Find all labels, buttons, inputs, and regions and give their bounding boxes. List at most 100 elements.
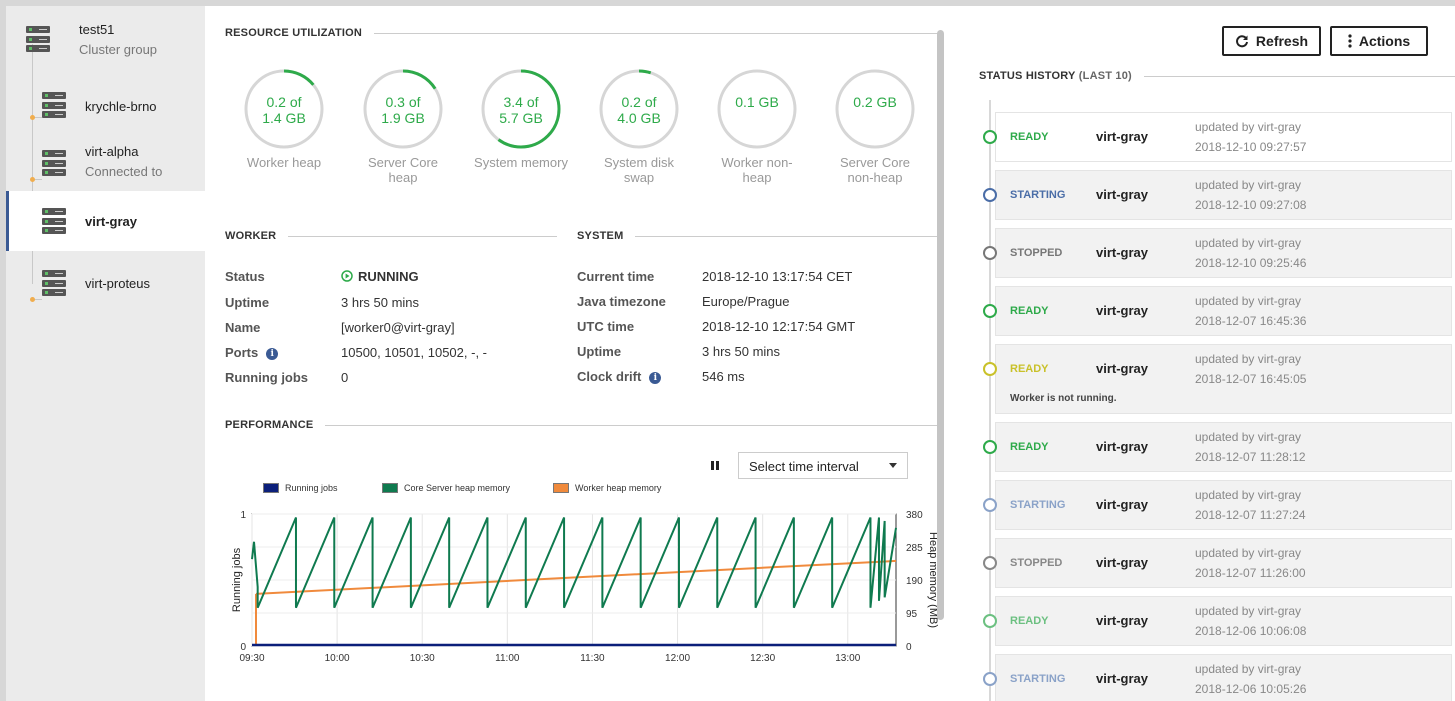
gauge: 0.3 of 1.9 GB Server Core heap (348, 69, 458, 185)
x-tick-label: 10:00 (325, 653, 350, 664)
time-value: 2018-12-10 13:17:54 CET (702, 269, 853, 284)
info-icon[interactable]: i (649, 371, 662, 384)
app-window: test51 Cluster group krychle-brno virt-a… (6, 6, 1455, 701)
sidebar-item-virt-proteus[interactable]: virt-proteus (6, 261, 205, 306)
sidebar-group-test51[interactable]: test51 Cluster group (6, 16, 205, 60)
refresh-button[interactable]: Refresh (1222, 26, 1321, 56)
gauge-label: Worker non-heap (721, 155, 793, 185)
pause-icon[interactable] (709, 459, 723, 473)
sidebar-item-virt-gray[interactable]: virt-gray (6, 191, 205, 251)
y-right-tick-label: 285 (906, 543, 923, 554)
y-right-tick-label: 190 (906, 576, 923, 587)
history-node: virt-gray (1096, 129, 1149, 144)
legend-swatch (382, 483, 398, 493)
history-status: READY (1010, 363, 1049, 375)
gauge: 0.2 GB Server Core non-heap (820, 69, 930, 185)
timeline-dot-icon (983, 440, 997, 454)
tz-value: Europe/Prague (702, 294, 790, 309)
history-node: virt-gray (1096, 439, 1149, 454)
history-timestamp: 2018-12-06 10:06:08 (1195, 624, 1307, 638)
gauge-ring (363, 69, 443, 149)
history-timestamp: 2018-12-07 11:27:24 (1195, 508, 1306, 522)
time-label: Current time (577, 269, 655, 284)
legend-swatch (553, 483, 569, 493)
history-item: READY virt-gray updated by virt-gray 201… (995, 286, 1452, 336)
history-timestamp: 2018-12-07 11:26:00 (1195, 566, 1306, 580)
gauge-value: 0.3 of 1.9 GB (381, 94, 425, 126)
actions-button[interactable]: Actions (1330, 26, 1428, 56)
history-item: READY virt-gray updated by virt-gray 201… (995, 344, 1452, 414)
legend-label: Worker heap memory (575, 483, 662, 493)
time-interval-select[interactable]: Select time interval (738, 452, 908, 479)
gauge-ring (599, 69, 679, 149)
utc-value: 2018-12-10 12:17:54 GMT (702, 319, 856, 334)
history-updated-by: updated by virt-gray (1195, 430, 1302, 444)
info-icon[interactable]: i (266, 347, 279, 360)
x-tick-label: 10:30 (410, 653, 435, 664)
drift-value: 546 ms (702, 369, 745, 384)
gauge: 0.2 of 4.0 GB System disk swap (584, 69, 694, 185)
gauge-ring (244, 69, 324, 149)
status-label: Status (225, 269, 265, 284)
actions-label: Actions (1358, 33, 1411, 49)
server-icon (42, 150, 66, 176)
gauge-ring (481, 69, 561, 149)
status-value: RUNNING (341, 269, 419, 284)
history-item: STARTING virt-gray updated by virt-gray … (995, 170, 1452, 220)
name-label: Name (225, 320, 261, 335)
node-name: virt-alpha (85, 144, 139, 159)
history-updated-by: updated by virt-gray (1195, 120, 1302, 134)
system-title: SYSTEM (577, 230, 940, 242)
history-status: READY (1010, 305, 1049, 317)
timeline-dot-icon (983, 498, 997, 512)
name-value: [worker0@virt-gray] (341, 320, 455, 335)
history-updated-by: updated by virt-gray (1195, 178, 1302, 192)
legend-label: Core Server heap memory (404, 483, 511, 493)
y-left-tick-label: 1 (240, 510, 246, 521)
gauge-label: System memory (474, 155, 568, 170)
gauge-value: 0.1 GB (735, 94, 779, 110)
y-right-tick-label: 380 (906, 510, 923, 521)
history-timestamp: 2018-12-10 09:25:46 (1195, 256, 1307, 270)
legend-label: Running jobs (285, 483, 338, 493)
resource-title: RESOURCE UTILIZATION (225, 27, 940, 39)
history-timestamp: 2018-12-10 09:27:08 (1195, 198, 1307, 212)
history-item: STOPPED virt-gray updated by virt-gray 2… (995, 538, 1452, 588)
refresh-label: Refresh (1255, 33, 1309, 49)
history-title: STATUS HISTORY (LAST 10) (979, 70, 1455, 82)
history-item: STARTING virt-gray updated by virt-gray … (995, 480, 1452, 530)
history-status: STARTING (1010, 499, 1066, 511)
timeline-dot-icon (983, 246, 997, 260)
history-status: STARTING (1010, 189, 1066, 201)
gauge: 0.2 of 1.4 GB Worker heap (229, 69, 339, 170)
history-node: virt-gray (1096, 671, 1149, 686)
server-group-icon (26, 26, 50, 52)
history-item: READY virt-gray updated by virt-gray 201… (995, 112, 1452, 162)
group-name: test51 (79, 22, 115, 37)
history-item: READY virt-gray updated by virt-gray 201… (995, 422, 1452, 472)
cluster-sidebar: test51 Cluster group krychle-brno virt-a… (6, 6, 205, 701)
worker-title: WORKER (225, 230, 557, 242)
history-node: virt-gray (1096, 361, 1149, 376)
history-status: READY (1010, 615, 1049, 627)
history-status: READY (1010, 131, 1049, 143)
timeline-dot-icon (983, 304, 997, 318)
jobs-label: Running jobs (225, 370, 309, 385)
timeline-dot-icon (983, 556, 997, 570)
gauge-value: 0.2 of 4.0 GB (617, 94, 661, 126)
more-vertical-icon (1348, 34, 1352, 48)
history-node: virt-gray (1096, 187, 1149, 202)
history-node: virt-gray (1096, 303, 1149, 318)
core-heap-line (251, 517, 897, 609)
caret-down-icon (889, 463, 897, 468)
sidebar-item-virt-alpha[interactable]: virt-alpha Connected to (6, 136, 205, 191)
gauge-value: 0.2 of 1.4 GB (262, 94, 306, 126)
sys-uptime-label: Uptime (577, 344, 622, 359)
drift-label: Clock drift i (577, 369, 662, 384)
history-item: STOPPED virt-gray updated by virt-gray 2… (995, 228, 1452, 278)
main-scrollbar[interactable] (937, 30, 944, 620)
status-history-panel: Refresh Actions STATUS HISTORY (LAST 10)… (949, 6, 1455, 701)
legend-worker-heap: Worker heap memory (553, 483, 661, 493)
timeline-dot-icon (983, 614, 997, 628)
sidebar-item-krychle-brno[interactable]: krychle-brno (6, 80, 205, 130)
